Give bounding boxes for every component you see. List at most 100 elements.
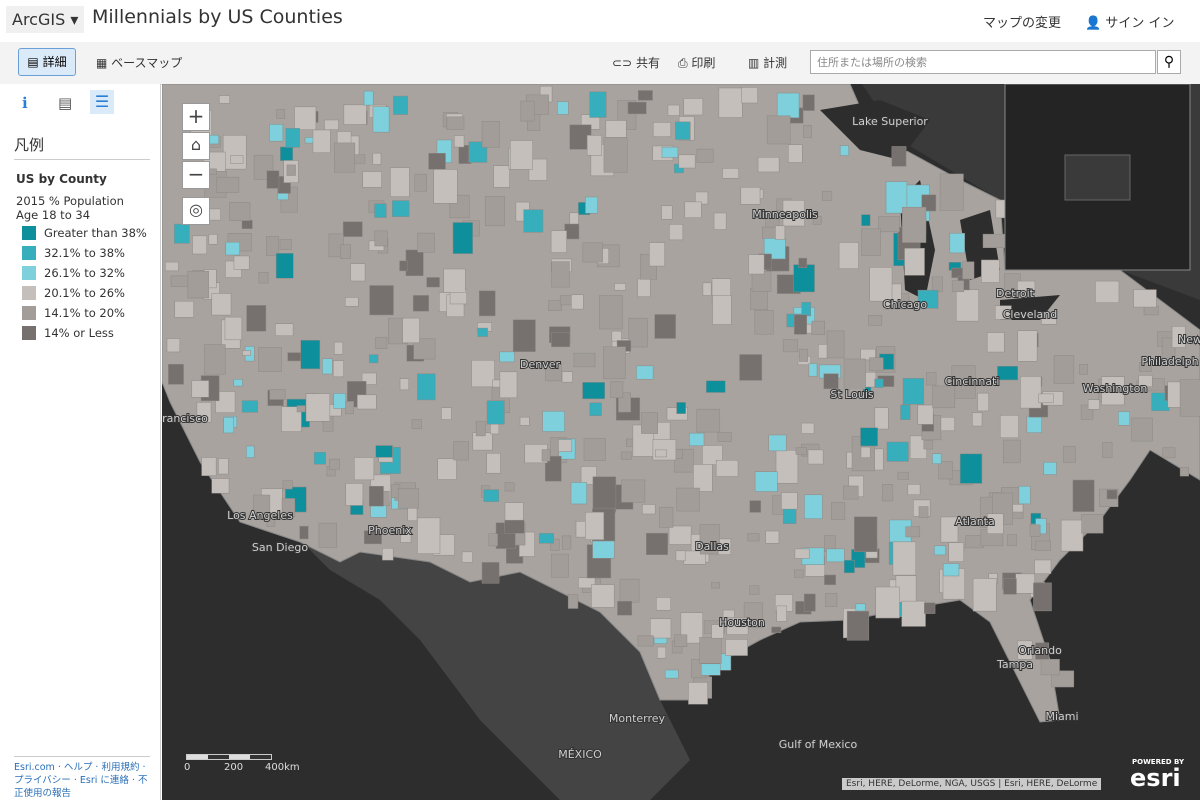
esri-logo: esri (1130, 764, 1181, 792)
footer-link[interactable]: ヘルプ (63, 762, 93, 773)
footer-link[interactable]: 利用規約 (101, 762, 140, 773)
county (972, 412, 983, 427)
county (684, 201, 702, 218)
county (569, 212, 579, 225)
county (882, 484, 894, 502)
content-tab[interactable]: ▤ (58, 94, 73, 112)
share: 共有 (635, 56, 660, 70)
place-label: Detroit (996, 287, 1035, 300)
county (749, 585, 760, 595)
county (693, 464, 713, 492)
header: ArcGIS ▾ Millennials by US Counties マップの… (0, 0, 1200, 42)
county (345, 483, 364, 506)
county (216, 176, 240, 193)
great-lakes (820, 100, 1060, 320)
counties (165, 85, 1200, 705)
change-map[interactable]: マップの変更 (983, 16, 1062, 31)
county (782, 339, 799, 353)
county (627, 101, 647, 115)
zoom-out[interactable]: − (182, 161, 210, 189)
county (486, 400, 505, 425)
measure-button[interactable]: ▥ 計測 (748, 56, 788, 70)
place-label: New (1178, 333, 1200, 346)
county (1033, 582, 1052, 612)
home-button[interactable]: ⌂ (182, 132, 210, 160)
search-input[interactable]: 住所または場所の検索 (810, 50, 1156, 74)
county (628, 317, 648, 348)
county (982, 233, 1006, 248)
county (636, 365, 654, 380)
county (548, 300, 562, 311)
county (669, 224, 684, 241)
share-button[interactable]: ⊂⊃ 共有 (612, 56, 660, 70)
county (781, 492, 798, 510)
legend-swatch (22, 226, 36, 240)
county (807, 449, 824, 465)
county (1106, 489, 1118, 500)
county (286, 164, 296, 176)
footer-link[interactable]: 不正使用の報告 (14, 775, 148, 799)
search-button[interactable]: ⚲ (1157, 50, 1181, 74)
county (550, 230, 567, 253)
county (751, 271, 772, 292)
mexico (300, 540, 690, 800)
county (443, 268, 466, 293)
footer-link[interactable]: Esri に連絡 (79, 775, 129, 786)
field-name: 2015 % Population Age 18 to 34 (16, 194, 124, 222)
county (689, 432, 705, 447)
county (711, 624, 724, 639)
county (854, 516, 878, 553)
county (637, 90, 653, 101)
footer-link[interactable]: Esri.com (14, 762, 55, 773)
map[interactable]: Lake Superior Minneapolis Chicago Detroit Cl… (162, 84, 1200, 800)
brand-menu[interactable]: ArcGIS ▾ (6, 6, 85, 33)
county (907, 484, 921, 495)
county (342, 221, 363, 237)
place-label: Philadelph (1141, 355, 1198, 368)
county (241, 400, 258, 413)
county (675, 121, 691, 140)
county (363, 90, 374, 106)
place-label: Los Angeles (227, 509, 293, 522)
county (241, 219, 253, 229)
zoom-in[interactable]: + (182, 103, 210, 131)
county (345, 401, 354, 415)
county (481, 121, 500, 148)
county (1020, 376, 1042, 409)
county (776, 605, 787, 622)
county (798, 348, 809, 362)
print-button[interactable]: ⎙ 印刷 (678, 56, 716, 70)
county (926, 372, 937, 386)
sign-in[interactable]: 👤 サイン イン (1085, 16, 1175, 31)
county (614, 283, 626, 291)
county (573, 352, 596, 368)
county (343, 104, 367, 125)
county (368, 485, 384, 507)
map-labels: Lake Superior Minneapolis Chicago Detroit Cl… (162, 114, 1200, 762)
county (266, 236, 280, 256)
legend: Greater than 38% 32.1% to 38% 26.1% to 32%… (22, 226, 152, 346)
county (1101, 376, 1125, 406)
county (417, 232, 435, 253)
county (1138, 375, 1153, 387)
county (382, 548, 394, 561)
county (659, 506, 674, 528)
footer-link[interactable]: プライバシー (14, 775, 71, 786)
details-button[interactable]: ▤ 詳細 (18, 48, 76, 76)
about-tab[interactable]: ℹ (22, 94, 28, 112)
county (637, 635, 654, 647)
locate-button[interactable]: ◎ (182, 197, 210, 225)
details: 詳細 (42, 55, 67, 69)
county (390, 167, 410, 197)
county (1017, 280, 1036, 294)
county (428, 153, 446, 170)
basemap-button[interactable]: ▦ ベースマップ (96, 56, 183, 70)
county (874, 378, 884, 388)
county (940, 516, 959, 543)
county (361, 372, 377, 385)
legend-tab[interactable]: ☰ (90, 90, 114, 114)
county (541, 449, 551, 462)
county (1043, 461, 1057, 475)
legend-item: 14.1% to 20% (22, 306, 152, 320)
county (561, 535, 572, 550)
